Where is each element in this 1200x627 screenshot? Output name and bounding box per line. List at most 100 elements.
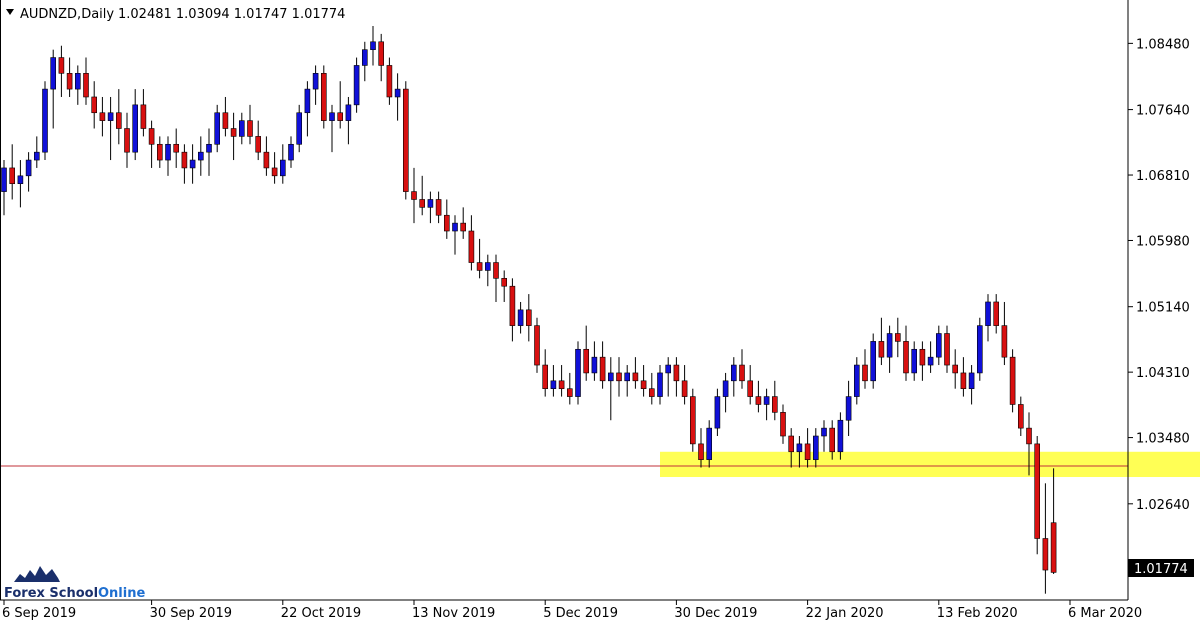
bear-candle-body (9, 167, 15, 185)
bear-candle-body (952, 364, 959, 374)
candle (329, 104, 335, 153)
bull-candle-body (763, 396, 770, 405)
candle (632, 357, 639, 389)
bear-candle-body (222, 112, 229, 129)
candle (427, 191, 434, 224)
candle (50, 49, 57, 129)
candle (460, 207, 467, 239)
bear-candle-body (271, 167, 278, 177)
price-tick-label: 1.05980 (1136, 234, 1190, 249)
logo-text-online: Online (98, 586, 145, 601)
ohlc-label: 1.02481 1.03094 1.01747 1.01774 (118, 7, 345, 22)
bear-candle-body (1042, 538, 1049, 571)
candle (443, 199, 450, 239)
candle (419, 175, 426, 216)
bull-candle-body (370, 41, 376, 50)
bear-candle-body (402, 88, 409, 192)
bear-candle-body (583, 348, 590, 374)
candle (148, 120, 155, 168)
date-tick-label: 30 Dec 2019 (674, 606, 757, 621)
bear-candle-body (1034, 443, 1040, 539)
candle (386, 57, 393, 105)
candle (525, 294, 532, 342)
candle (870, 333, 877, 389)
candle (763, 388, 770, 421)
bear-candle-body (509, 285, 516, 326)
bull-candle-body (911, 348, 918, 374)
bear-candle-body (1017, 404, 1024, 429)
chart-header: AUDNZD,Daily 1.02481 1.03094 1.01747 1.0… (6, 7, 345, 22)
candle (903, 325, 909, 381)
bear-candle-body (780, 412, 786, 437)
bull-candle-body (845, 396, 852, 421)
candle (279, 144, 286, 184)
bull-candle-body (976, 325, 983, 374)
candle (780, 404, 786, 444)
candle (247, 104, 253, 145)
bull-candle-body (25, 159, 32, 177)
bear-candle-body (337, 112, 344, 121)
candle (378, 33, 385, 82)
candle (771, 380, 778, 421)
bull-candle-body (517, 309, 524, 326)
candle (493, 254, 499, 302)
bear-candle-body (640, 380, 647, 389)
bull-candle-body (657, 372, 663, 397)
bear-candle-body (1026, 427, 1032, 445)
collapse-triangle-icon[interactable] (6, 9, 14, 15)
bull-candle-body (345, 104, 352, 121)
candle (517, 301, 524, 334)
bear-candle-body (148, 128, 155, 145)
bear-candle-body (1009, 356, 1016, 405)
date-tick-label: 22 Jan 2020 (806, 606, 884, 621)
price-tick-label: 1.07640 (1136, 104, 1190, 119)
date-tick-label: 6 Mar 2020 (1068, 606, 1142, 621)
bear-candle-body (788, 435, 795, 453)
candle (58, 45, 65, 97)
candle (968, 365, 975, 405)
bull-candle-body (886, 333, 893, 358)
candle (829, 420, 836, 460)
candle (837, 412, 844, 460)
candle (583, 325, 590, 381)
support-zone (660, 451, 1200, 478)
candle (435, 191, 442, 224)
candle (919, 341, 926, 381)
bear-candle-body (944, 333, 950, 366)
bear-candle-body (460, 222, 467, 232)
candle (271, 152, 278, 184)
bull-candle-body (165, 143, 171, 161)
candle (25, 152, 32, 192)
candle (1026, 412, 1032, 476)
candle (640, 365, 647, 397)
price-tick-label: 1.08480 (1136, 37, 1190, 52)
candle (1017, 396, 1024, 437)
bull-candle-body (42, 88, 48, 153)
bull-candle-body (239, 120, 245, 137)
bear-candle-body (1050, 522, 1057, 573)
candle (944, 325, 950, 373)
candle (345, 96, 352, 145)
candle (845, 380, 852, 437)
candle (312, 65, 319, 105)
candle (886, 325, 893, 373)
bear-candle-body (66, 73, 73, 90)
bear-candle-body (960, 372, 967, 389)
bull-candle-body (550, 380, 557, 389)
candle (198, 136, 204, 176)
brand-logo: Forex School Online (4, 566, 145, 601)
bear-candle-body (181, 151, 188, 169)
candle (542, 349, 549, 397)
candle (320, 65, 327, 129)
candle (878, 317, 885, 366)
bull-candle-body (198, 151, 204, 161)
bull-candle-body (935, 333, 942, 358)
bull-candle-body (427, 199, 434, 208)
candle (402, 81, 409, 200)
candle (189, 144, 196, 184)
bull-candle-body (329, 112, 335, 121)
candle (624, 365, 631, 397)
candle (862, 349, 868, 389)
price-tick-label: 1.06810 (1136, 169, 1190, 184)
